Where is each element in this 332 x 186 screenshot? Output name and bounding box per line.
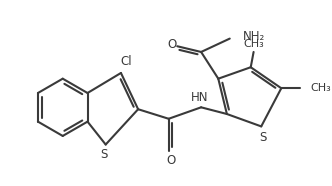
Text: Cl: Cl [120, 55, 131, 68]
Text: CH₃: CH₃ [310, 83, 331, 93]
Text: CH₃: CH₃ [243, 39, 264, 49]
Text: S: S [260, 131, 267, 144]
Text: HN: HN [191, 91, 208, 104]
Text: O: O [167, 38, 176, 51]
Text: NH₂: NH₂ [243, 30, 265, 43]
Text: O: O [166, 154, 175, 167]
Text: S: S [100, 147, 108, 161]
